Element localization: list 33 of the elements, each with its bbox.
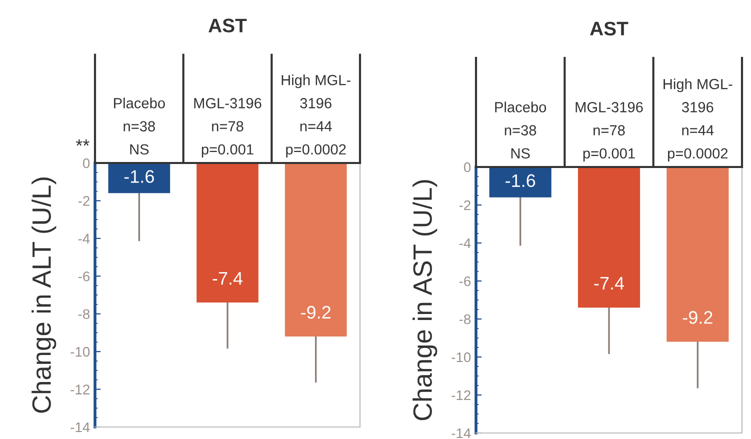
x-tick-label: MGL-3196 n=78 p=0.001 xyxy=(194,98,262,158)
data-label: -1.6 xyxy=(124,170,154,183)
text: ** xyxy=(76,139,90,146)
y-tick-label: -10 xyxy=(452,352,471,362)
y-tick-label: 0 xyxy=(464,162,471,172)
y-tick-label: 0 xyxy=(82,158,90,168)
y-tick-label: -6 xyxy=(78,271,90,282)
x-tick-label: Placebo n=38 NS xyxy=(114,98,165,155)
y-tick-label: -4 xyxy=(78,234,90,244)
chart-title: AST xyxy=(208,18,247,32)
data-label: -7.4 xyxy=(594,277,624,290)
data-label: -7.4 xyxy=(212,272,243,285)
y-tick-label: -4 xyxy=(459,238,471,248)
y-tick-label: -12 xyxy=(70,384,90,394)
y-tick-label: -10 xyxy=(70,346,90,357)
y-tick-label: -8 xyxy=(459,314,471,324)
data-label: -9.2 xyxy=(682,311,712,324)
y-tick-label: -12 xyxy=(452,390,470,400)
y-tick-label: -8 xyxy=(78,309,90,320)
x-tick-label: MGL-3196 n=78 p=0.001 xyxy=(576,102,643,162)
x-tick-label: Placebo n=38 NS xyxy=(495,102,546,159)
x-tick-label: High MGL- 3196 n=44 p=0.0002 xyxy=(282,74,350,158)
y-tick-label: -6 xyxy=(459,276,471,286)
y-tick-label: -2 xyxy=(78,196,90,206)
y-axis-title: Change in ALT (U/L) xyxy=(32,178,56,413)
y-tick-label: -14 xyxy=(452,428,471,438)
data-label: -1.6 xyxy=(506,174,536,188)
x-tick-label: High MGL- 3196 n=44 p=0.0002 xyxy=(664,78,732,162)
data-label: -9.2 xyxy=(301,306,330,319)
y-tick-label: -2 xyxy=(459,200,470,210)
chart-title: AST xyxy=(590,22,628,36)
y-tick-label: -14 xyxy=(70,422,90,432)
y-axis-title: Change in AST (U/L) xyxy=(412,180,438,420)
